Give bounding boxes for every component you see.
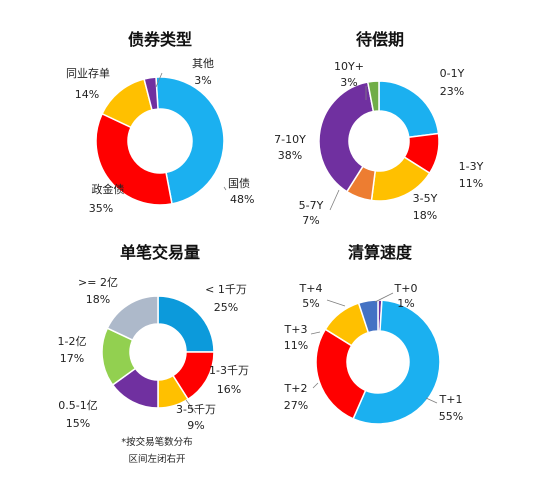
slice-value-label: 7% [302, 214, 319, 227]
slice-label: T+2 [284, 382, 308, 395]
slice-label: T+0 [394, 282, 418, 295]
slice-value-label: 23% [440, 85, 464, 98]
chart-bond-type: 债券类型 国债 48% 政金债 35% 同业存单 14% 其他 3% [66, 30, 254, 215]
slice-value-label: 1% [397, 297, 414, 310]
chart-title: 债券类型 [128, 30, 192, 49]
leader-line [326, 299, 346, 307]
leader-line [185, 399, 197, 414]
donut-slice [357, 299, 379, 334]
donut [95, 76, 225, 206]
slice-value-label: 15% [66, 417, 90, 430]
slice-label: 3-5Y [413, 192, 438, 205]
slice-label: >= 2亿 [78, 276, 118, 289]
chart-settlement-speed: 清算速度 T+0 1% T+1 55% T+2 27% T+3 11% T+4 … [284, 243, 463, 425]
slice-value-label: 18% [86, 293, 110, 306]
chart-title: 待偿期 [356, 30, 404, 49]
donut [318, 80, 440, 202]
slice-value-label: 17% [60, 352, 84, 365]
slice-value-label: 9% [187, 419, 204, 432]
donut-slice [143, 76, 159, 111]
leader-line [329, 189, 340, 211]
donut-slice [106, 295, 159, 342]
chart-maturity: 待偿期 0-1Y 23% 1-3Y 11% 3-5Y 18% 5-7Y 7% 7… [274, 30, 483, 227]
slice-label: 0.5-1亿 [58, 399, 97, 412]
slice-label: T+3 [284, 323, 308, 336]
slice-label: 10Y+ [334, 60, 364, 73]
donut [315, 299, 441, 425]
slice-label: 7-10Y [274, 133, 306, 146]
slice-label: 1-2亿 [58, 335, 87, 348]
slice-value-label: 11% [284, 339, 308, 352]
donut-slice [155, 76, 225, 205]
slice-value-label: 5% [302, 297, 319, 310]
footnote-line: 区间左闭右开 [128, 453, 186, 465]
slice-value-label: 18% [413, 209, 437, 222]
donut-slice [378, 80, 440, 139]
slice-label: 5-7Y [299, 199, 324, 212]
slice-label: 其他 [192, 57, 214, 70]
slice-value-label: 3% [340, 76, 357, 89]
donut-slice [366, 80, 380, 113]
slice-label: 国债 [228, 176, 250, 190]
donut-slice [352, 299, 441, 425]
leader-line [223, 186, 227, 191]
slice-value-label: 48% [230, 193, 254, 206]
slice-label: 1-3Y [459, 160, 484, 173]
donut-slice [157, 295, 215, 353]
slice-label: T+1 [439, 393, 463, 406]
slice-label: 1-3千万 [209, 364, 249, 377]
slice-value-label: 38% [278, 149, 302, 162]
leader-line [374, 292, 394, 303]
donut-slice [95, 112, 173, 206]
slice-label: < 1千万 [205, 283, 247, 296]
slice-label: 同业存单 [66, 66, 110, 80]
footnote-line: *按交易笔数分布 [121, 436, 192, 448]
leader-line [312, 382, 319, 389]
slice-value-label: 14% [75, 88, 99, 101]
donut-slice [318, 81, 375, 193]
leader-line [155, 72, 163, 88]
chart-trade-size: 单笔交易量 < 1千万 25% 1-3千万 16% 3-5千万 9% 0.5-1… [58, 243, 249, 465]
slice-value-label: 16% [217, 383, 241, 396]
chart-title: 单笔交易量 [120, 243, 200, 262]
slice-label: 3-5千万 [176, 403, 216, 416]
slice-value-label: 35% [89, 202, 113, 215]
slice-value-label: 55% [439, 410, 463, 423]
donut-slice [315, 328, 367, 420]
slice-value-label: 27% [284, 399, 308, 412]
slice-value-label: 3% [194, 74, 211, 87]
chart-title: 清算速度 [348, 243, 413, 262]
slice-label: 政金债 [92, 182, 125, 196]
slice-value-label: 11% [459, 177, 483, 190]
slice-label: T+4 [299, 282, 323, 295]
slice-label: 0-1Y [440, 67, 465, 80]
leader-line [310, 331, 321, 335]
slice-value-label: 25% [214, 301, 238, 314]
leader-line [425, 397, 438, 404]
donut [101, 295, 215, 409]
